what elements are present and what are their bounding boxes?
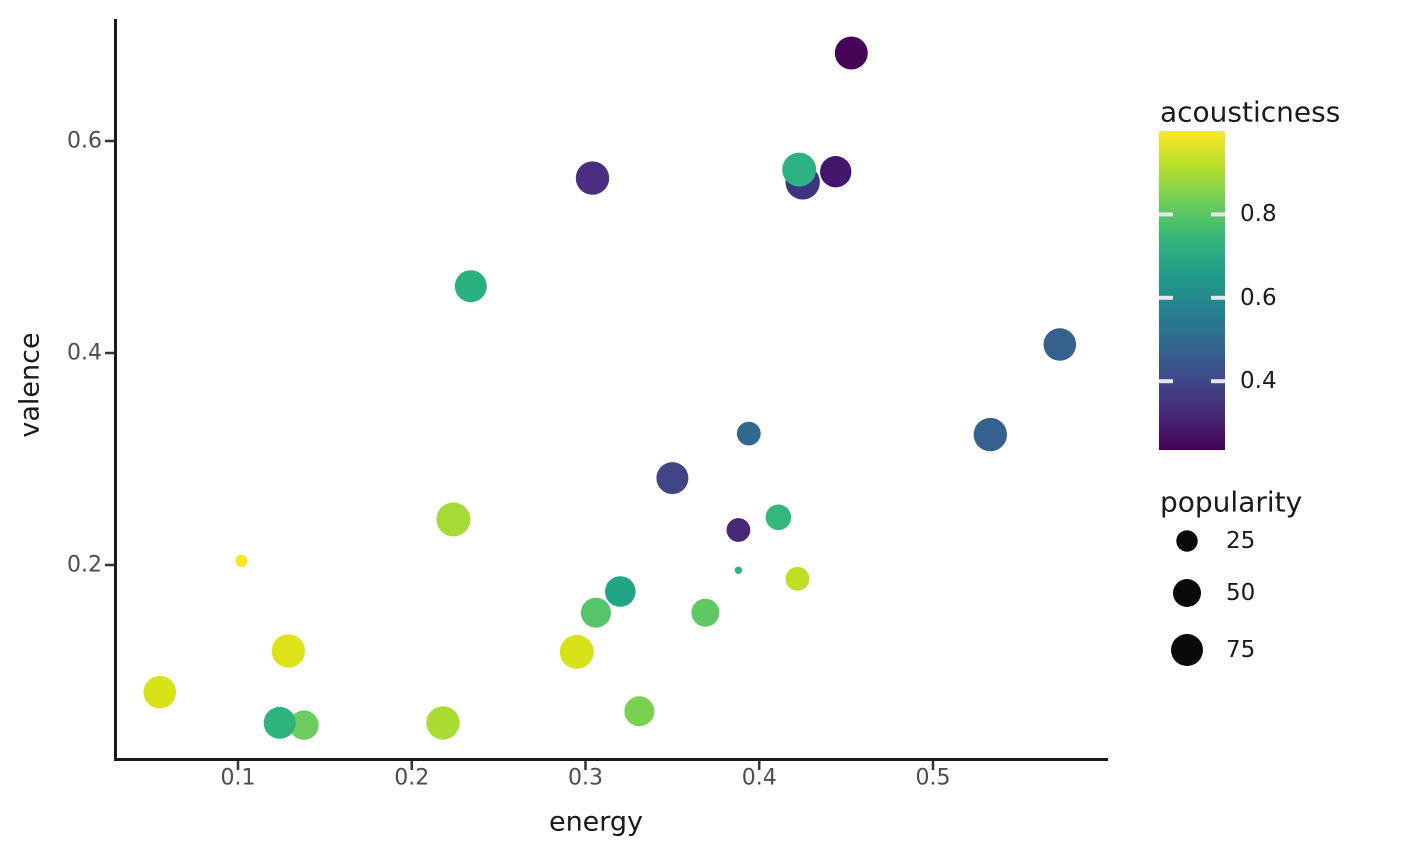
y-tick-label: 0.2 bbox=[67, 552, 102, 578]
data-points-layer bbox=[143, 36, 1077, 740]
x-axis-title: energy bbox=[548, 806, 644, 838]
data-point bbox=[559, 634, 594, 669]
data-point bbox=[734, 566, 743, 574]
data-point bbox=[271, 634, 306, 668]
data-point bbox=[726, 518, 751, 542]
size-legend-title: popularity bbox=[1160, 485, 1303, 519]
data-point bbox=[1043, 328, 1077, 361]
x-tick-label: 0.1 bbox=[220, 765, 256, 791]
x-tick-label: 0.4 bbox=[741, 765, 777, 791]
y-axis-tick-marks bbox=[105, 139, 114, 567]
data-point bbox=[834, 36, 868, 70]
size-legend-label: 25 bbox=[1226, 528, 1256, 554]
data-point bbox=[605, 576, 636, 607]
size-legend-swatch bbox=[1173, 579, 1201, 607]
data-point bbox=[454, 270, 487, 303]
x-tick-label: 0.5 bbox=[915, 765, 951, 791]
y-tick-label: 0.4 bbox=[67, 340, 102, 366]
size-legend-label: 75 bbox=[1226, 637, 1256, 663]
data-point bbox=[436, 502, 471, 537]
data-point bbox=[973, 417, 1007, 452]
data-point bbox=[691, 598, 720, 627]
x-axis-tick-marks bbox=[236, 761, 935, 770]
x-tick-label: 0.3 bbox=[568, 765, 603, 791]
data-point bbox=[624, 696, 655, 727]
data-point bbox=[820, 156, 852, 188]
y-axis-title: valence bbox=[14, 332, 46, 438]
data-point bbox=[736, 421, 761, 446]
colorbar-tick-label: 0.4 bbox=[1240, 368, 1277, 394]
data-point bbox=[235, 554, 248, 567]
data-point bbox=[580, 597, 611, 628]
size-legend-label: 50 bbox=[1226, 580, 1256, 606]
colorbar-gradient bbox=[1159, 131, 1225, 450]
size-legend-swatch bbox=[1171, 634, 1203, 666]
size-legend-swatch bbox=[1176, 530, 1198, 552]
data-point bbox=[575, 161, 610, 195]
size-legend-swatches bbox=[1171, 530, 1203, 666]
colorbar-tick-label: 0.8 bbox=[1240, 201, 1277, 227]
data-point bbox=[785, 566, 810, 591]
x-tick-label: 0.2 bbox=[394, 765, 430, 791]
data-point bbox=[782, 152, 817, 187]
data-point bbox=[143, 675, 177, 709]
data-point bbox=[656, 462, 689, 495]
colorbar-tick-label: 0.6 bbox=[1240, 285, 1277, 311]
data-point bbox=[426, 706, 460, 740]
data-point bbox=[263, 706, 296, 739]
color-legend-title: acousticness bbox=[1160, 95, 1341, 129]
data-point bbox=[289, 710, 319, 740]
y-tick-label: 0.6 bbox=[67, 128, 102, 154]
colorbar-tick-marks bbox=[1159, 212, 1225, 384]
data-point bbox=[765, 504, 792, 531]
